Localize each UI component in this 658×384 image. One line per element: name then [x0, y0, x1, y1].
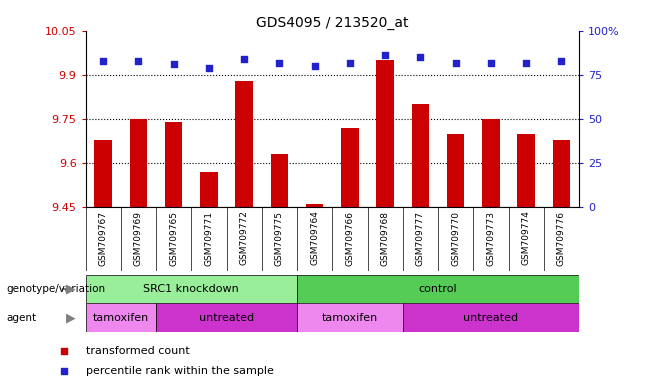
Point — [556, 58, 567, 64]
Point — [98, 58, 109, 64]
Text: control: control — [418, 284, 457, 294]
Text: agent: agent — [7, 313, 37, 323]
Text: percentile rank within the sample: percentile rank within the sample — [86, 366, 274, 376]
Text: GSM709768: GSM709768 — [381, 210, 390, 265]
Bar — [412, 104, 429, 207]
Bar — [200, 172, 218, 207]
Bar — [86, 275, 297, 303]
Point — [345, 60, 355, 66]
Text: ▶: ▶ — [66, 311, 76, 324]
Point — [415, 54, 426, 60]
Bar — [86, 303, 156, 332]
Point — [309, 63, 320, 69]
Bar — [156, 303, 297, 332]
Text: GSM709766: GSM709766 — [345, 210, 355, 265]
Text: GSM709775: GSM709775 — [275, 210, 284, 265]
Text: SRC1 knockdown: SRC1 knockdown — [143, 284, 239, 294]
Text: GSM709764: GSM709764 — [310, 210, 319, 265]
Text: tamoxifen: tamoxifen — [93, 313, 149, 323]
Bar — [130, 119, 147, 207]
Bar — [403, 303, 579, 332]
Point — [59, 348, 69, 354]
Text: untreated: untreated — [463, 313, 519, 323]
Point — [59, 367, 69, 374]
Text: GSM709772: GSM709772 — [240, 210, 249, 265]
Point — [133, 58, 143, 64]
Text: tamoxifen: tamoxifen — [322, 313, 378, 323]
Bar — [94, 140, 112, 207]
Bar — [297, 303, 403, 332]
Bar — [376, 60, 394, 207]
Point — [274, 60, 285, 66]
Bar — [297, 275, 579, 303]
Text: ▶: ▶ — [66, 283, 76, 295]
Bar — [517, 134, 535, 207]
Bar — [270, 154, 288, 207]
Point — [380, 52, 390, 58]
Title: GDS4095 / 213520_at: GDS4095 / 213520_at — [256, 16, 409, 30]
Bar — [482, 119, 499, 207]
Bar — [447, 134, 465, 207]
Point — [450, 60, 461, 66]
Bar — [553, 140, 570, 207]
Point — [486, 60, 496, 66]
Text: GSM709765: GSM709765 — [169, 210, 178, 265]
Text: GSM709769: GSM709769 — [134, 210, 143, 265]
Text: GSM709774: GSM709774 — [522, 210, 530, 265]
Text: transformed count: transformed count — [86, 346, 190, 356]
Text: GSM709773: GSM709773 — [486, 210, 495, 265]
Bar — [165, 122, 182, 207]
Text: GSM709770: GSM709770 — [451, 210, 460, 265]
Text: untreated: untreated — [199, 313, 254, 323]
Text: genotype/variation: genotype/variation — [7, 284, 106, 294]
Text: GSM709767: GSM709767 — [99, 210, 108, 265]
Point — [168, 61, 179, 67]
Point — [203, 65, 214, 71]
Text: GSM709771: GSM709771 — [205, 210, 213, 265]
Text: GSM709777: GSM709777 — [416, 210, 425, 265]
Point — [521, 60, 532, 66]
Bar — [341, 128, 359, 207]
Bar — [306, 204, 324, 207]
Bar — [236, 81, 253, 207]
Text: GSM709776: GSM709776 — [557, 210, 566, 265]
Point — [239, 56, 249, 62]
